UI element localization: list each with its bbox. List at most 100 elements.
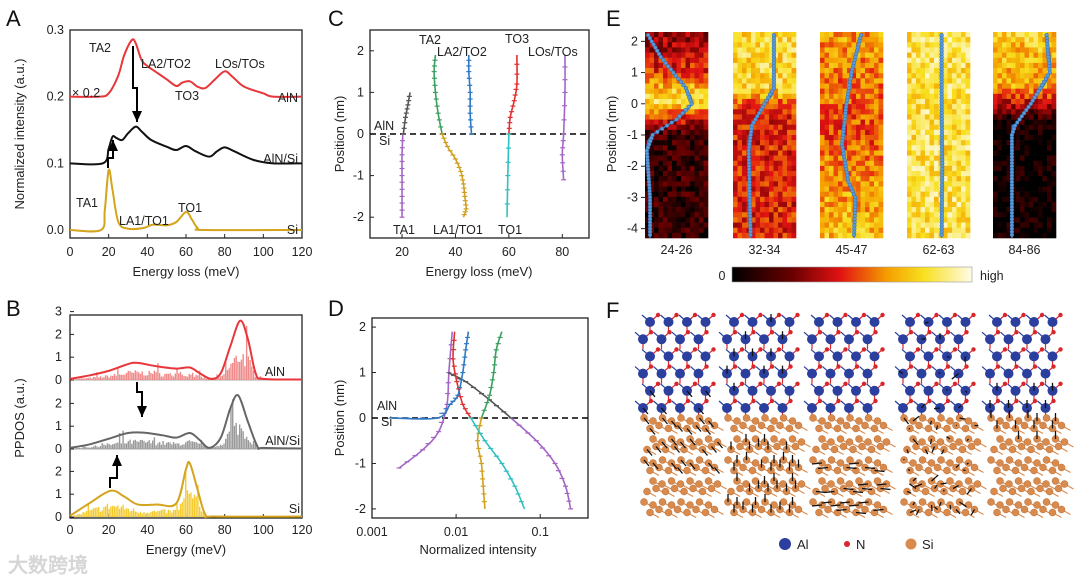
e-heatmap-cell xyxy=(685,114,691,120)
f-atom-si xyxy=(776,421,784,430)
e-heatmap-cell xyxy=(965,181,971,187)
e-heatmap-cell xyxy=(751,93,756,100)
e-heatmap-cell xyxy=(934,140,939,146)
e-heatmap-cell xyxy=(760,52,765,59)
e-profile-point xyxy=(647,36,653,41)
e-heatmap-cell xyxy=(778,171,783,177)
b-pdos-bar xyxy=(124,374,126,380)
e-heatmap-cell xyxy=(1006,207,1012,213)
b-pdos-bar xyxy=(176,503,178,517)
e-heatmap-cell xyxy=(742,83,747,89)
e-heatmap-cell xyxy=(956,104,962,110)
b-pdos-bar xyxy=(99,376,102,380)
e-heatmap-cell xyxy=(856,222,861,228)
b-pdos-bar xyxy=(178,443,180,449)
e-heatmap-cell xyxy=(878,155,884,162)
e-heatmap-cell xyxy=(672,104,677,110)
e-heatmap-cell xyxy=(833,68,839,74)
e-heatmap-cell xyxy=(869,155,875,162)
e-heatmap-cell xyxy=(663,78,668,84)
e-heatmap-cell xyxy=(943,140,948,146)
f-displacement-arrow xyxy=(830,504,841,507)
e-heatmap-cell xyxy=(952,78,957,84)
c-series-to3 xyxy=(506,54,520,135)
e-heatmap-cell xyxy=(925,114,930,120)
e-heatmap-cell xyxy=(1042,181,1048,187)
e-heatmap-cell xyxy=(916,37,921,43)
e-heatmap-cell xyxy=(952,212,957,218)
e-heatmap-cell xyxy=(916,176,921,182)
e-heatmap-cell xyxy=(1024,196,1030,203)
e-heatmap-cell xyxy=(961,222,966,228)
e-heatmap-cell xyxy=(869,165,875,172)
f-displacement-arrow xyxy=(874,469,885,473)
e-heatmap-cell xyxy=(773,232,779,239)
e-heatmap-cell xyxy=(645,217,650,223)
b-pdos-bar xyxy=(117,505,119,517)
e-heatmap-cell xyxy=(645,47,650,53)
f-atom-si xyxy=(689,442,697,451)
f-atom-n xyxy=(758,312,763,318)
e-heatmap-cell xyxy=(929,181,935,187)
e-heatmap-cell xyxy=(742,222,747,228)
e-heatmap-cell xyxy=(838,129,843,136)
b-pdos-bar xyxy=(245,436,248,449)
b-pdos-bar xyxy=(249,359,251,380)
e-heatmap-cell xyxy=(956,73,962,79)
e-heatmap-cell xyxy=(943,129,948,136)
e-heatmap-cell xyxy=(920,93,926,100)
f-atom-al xyxy=(638,368,648,379)
e-heatmap-cell xyxy=(769,196,774,203)
e-heatmap-cell xyxy=(782,124,788,131)
e-heatmap-cell xyxy=(1042,212,1048,218)
e-heatmap-cell xyxy=(1033,186,1039,192)
e-heatmap-cell xyxy=(1002,47,1007,53)
e-heatmap-cell xyxy=(737,212,743,218)
e-heatmap-cell xyxy=(1029,165,1034,172)
e-heatmap-cell xyxy=(690,47,695,53)
e-heatmap-cell xyxy=(911,129,917,136)
b-pdos-bar xyxy=(75,515,77,517)
e-heatmap-cell xyxy=(694,160,700,167)
e-heatmap-cell xyxy=(1006,104,1012,110)
f-atom-n xyxy=(934,381,939,386)
e-heatmap-cell xyxy=(787,114,792,120)
e-heatmap-cell xyxy=(911,150,917,156)
e-heatmap-cell xyxy=(782,129,788,136)
b-pdos-bar xyxy=(82,445,84,449)
e-heatmap-cell xyxy=(769,32,774,38)
b-pdos-bar xyxy=(151,374,154,380)
e-heatmap-cell xyxy=(961,212,966,218)
e-heatmap-cell xyxy=(694,119,700,125)
e-heatmap-cell xyxy=(681,212,686,218)
e-heatmap-cell xyxy=(1002,212,1007,218)
e-heatmap-cell xyxy=(1002,201,1007,208)
f-atom-si xyxy=(864,414,873,422)
f-atom-n xyxy=(854,398,860,404)
b-pdos-bar xyxy=(148,370,150,380)
e-heatmap-cell xyxy=(751,124,756,131)
e-heatmap-cell xyxy=(833,83,839,89)
d-x-tick-label: 0.1 xyxy=(532,525,549,539)
e-y-tick-label: 0 xyxy=(631,97,638,111)
e-heatmap-cell xyxy=(787,42,792,48)
e-heatmap-cell xyxy=(947,83,953,89)
e-heatmap-cell xyxy=(733,191,738,198)
f-atom-si xyxy=(692,505,700,514)
e-heatmap-cell xyxy=(1051,150,1057,156)
e-profile-point xyxy=(658,54,663,60)
e-heatmap-cell xyxy=(947,62,953,69)
e-heatmap-cell xyxy=(658,186,664,192)
b-pdos-bar xyxy=(96,507,98,517)
e-heatmap-cell xyxy=(654,62,659,69)
c-series-label: TA2 xyxy=(419,33,441,47)
e-heatmap-cell xyxy=(907,37,912,43)
e-heatmap-cell xyxy=(667,155,673,162)
e-heatmap-cell xyxy=(1020,129,1025,136)
f-atom-n xyxy=(769,364,775,369)
e-heatmap-cell xyxy=(649,171,655,177)
e-heatmap-cell xyxy=(833,93,839,100)
e-heatmap-cell xyxy=(829,201,834,208)
f-atom-n xyxy=(732,330,738,335)
b-pdos-bar xyxy=(238,361,241,380)
